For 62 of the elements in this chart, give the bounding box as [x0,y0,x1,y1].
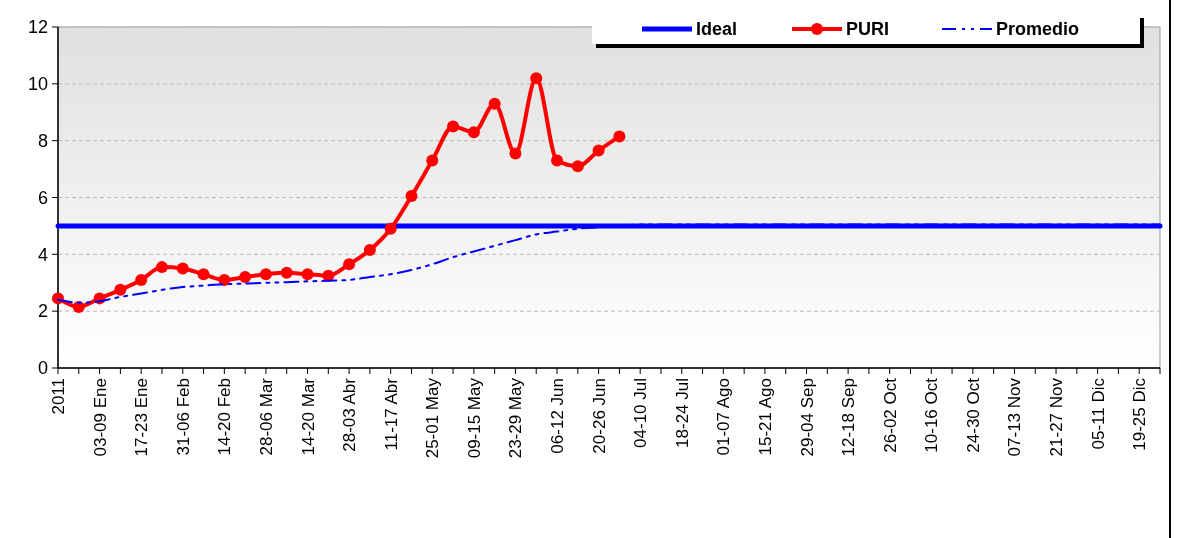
point [72,300,85,313]
point [613,130,626,143]
x-tick-label: 25-01 May [423,377,443,459]
legend-label: PURI [846,19,890,40]
point [530,72,543,85]
point [176,262,189,275]
x-tick-label: 03-09 Ene [90,378,110,457]
x-tick-label: 24-30 Oct [963,377,983,453]
x-tick-label: 06-12 Jun [548,378,568,454]
x-tick-label: 14-20 Mar [298,377,318,456]
x-tick-label: 12-18 Sep [839,378,859,457]
point [405,190,418,203]
x-tick-label: 31-06 Feb [173,378,193,456]
x-tick-label: 11-17 Abr [381,377,401,451]
x-tick-label: 23-29 May [506,377,526,459]
x-tick-label: 14-20 Feb [215,378,235,456]
point [551,154,564,167]
point [155,261,168,274]
point [488,97,501,110]
x-tick-label: 20-26 Jun [589,378,609,454]
x-tick-label: 21-27 Nov [1047,377,1067,457]
point [592,144,605,157]
point [135,273,148,286]
y-tick-label: 8 [37,130,48,151]
x-tick-label: 26-02 Oct [880,377,900,453]
point [571,160,584,173]
y-tick-label: 12 [27,17,48,38]
point [426,154,439,167]
point [343,258,356,271]
point [384,222,397,235]
x-tick-label: 15-21 Ago [755,378,775,456]
x-tick-label: 2011 [49,378,68,415]
point [301,268,314,281]
x-tick-label: 17-23 Ene [132,378,152,457]
point [280,266,293,279]
y-tick-label: 6 [37,187,48,208]
x-tick-label: 19-25 Dic [1130,377,1150,451]
x-tick-label: 28-06 Mar [256,377,276,456]
legend-label: Ideal [696,19,738,40]
x-tick-label: 04-10 Jul [631,378,651,448]
y-tick-label: 10 [27,74,48,95]
point [197,268,210,281]
x-tick-label: 05-11 Dic [1088,377,1108,450]
point [259,268,272,281]
legend-label: Promedio [996,19,1080,40]
point [363,244,376,257]
x-tick-label: 01-07 Ago [714,378,734,456]
x-tick-label: 28-03 Abr [340,377,360,452]
y-tick-label: 4 [37,244,48,265]
x-tick-label: 07-13 Nov [1005,377,1025,457]
y-tick-label: 2 [37,301,48,322]
x-tick-label: 29-04 Sep [797,378,817,457]
point [114,283,127,296]
point [467,126,480,139]
x-tick-label: 10-16 Oct [922,377,942,453]
point [218,273,231,286]
x-tick-label: 18-24 Jul [672,378,692,448]
point [509,147,522,160]
point [239,271,252,284]
point [447,120,460,133]
x-tick-label: 09-15 May [464,377,484,459]
y-tick-label: 0 [37,358,48,379]
